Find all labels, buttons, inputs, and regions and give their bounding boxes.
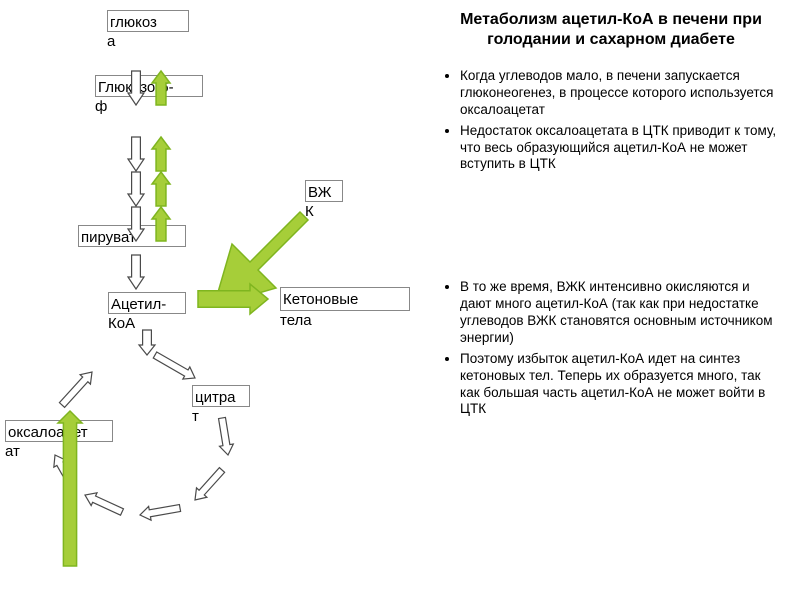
node-pyruvate: пируват <box>78 225 186 247</box>
node-glucose: глюкоз <box>107 10 189 32</box>
diagram-area: глюкоза Глюкозо-6-ф пируват ВЖК Ацетил-КоА Ке… <box>0 0 440 600</box>
node-citrate: цитра <box>192 385 250 407</box>
node-acetyl-overflow: КоА <box>108 315 135 332</box>
node-ketone: Кетоновые <box>280 287 410 311</box>
bullets-group-1: Когда углеводов мало, в печени запускает… <box>440 68 782 173</box>
bullet-item: Когда углеводов мало, в печени запускает… <box>460 68 782 119</box>
node-oxalo-overflow: ат <box>5 443 20 460</box>
node-vzhk-overflow: К <box>305 203 314 220</box>
node-acetyl: Ацетил- <box>108 292 186 314</box>
node-g6p-overflow: ф <box>95 98 107 115</box>
node-citrate-overflow: т <box>192 408 199 425</box>
node-glucose-overflow: а <box>107 33 115 50</box>
node-vzhk: ВЖ <box>305 180 343 202</box>
diagram-title: Метаболизм ацетил-КоА в печени при голод… <box>440 10 782 50</box>
bullet-item: В то же время, ВЖК интенсивно окисляются… <box>460 279 782 347</box>
bullet-item: Поэтому избыток ацетил-КоА идет на синте… <box>460 351 782 419</box>
node-g6p: Глюкозо-6- <box>95 75 203 97</box>
bullet-item: Недостаток оксалоацетата в ЦТК приводит … <box>460 123 782 174</box>
bullets-group-2: В то же время, ВЖК интенсивно окисляются… <box>440 279 782 418</box>
node-oxalo: оксалоацет <box>5 420 113 442</box>
text-panel: Метаболизм ацетил-КоА в печени при голод… <box>440 0 790 600</box>
node-ketone-overflow: тела <box>280 312 312 329</box>
